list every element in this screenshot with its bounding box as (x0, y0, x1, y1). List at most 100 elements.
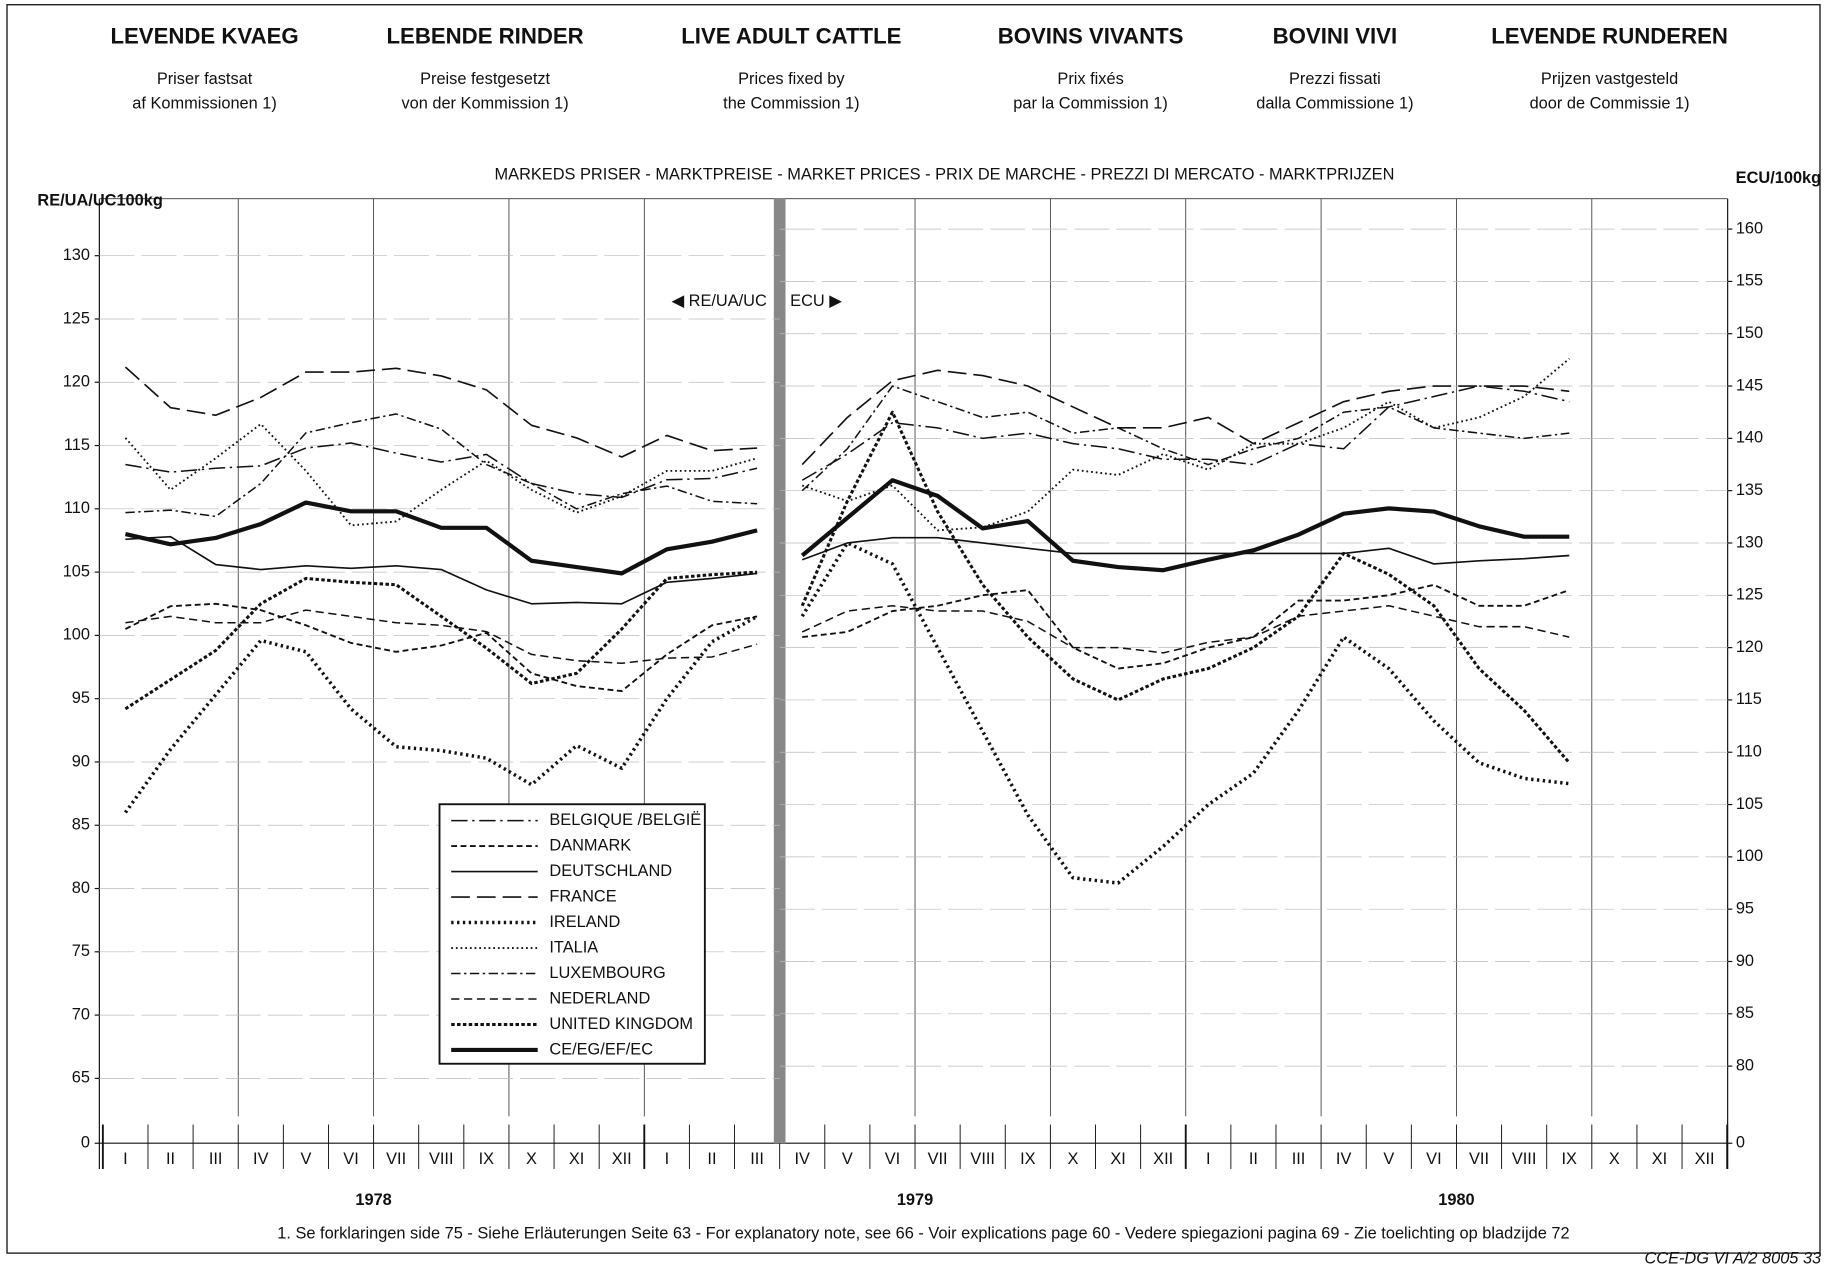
header-title: BOVINI VIVI (1273, 23, 1398, 48)
x-tick-label: IV (1336, 1150, 1352, 1168)
y2-tick-label: 85 (1736, 1004, 1754, 1022)
y-tick-label: 85 (72, 816, 90, 834)
x-tick-label: V (300, 1150, 311, 1168)
year-label: 1979 (897, 1191, 933, 1209)
x-tick-label: VII (928, 1150, 948, 1168)
legend-label: DANMARK (549, 836, 631, 854)
header-subtitle: par la Commission 1) (1013, 94, 1168, 112)
x-tick-label: XI (1110, 1150, 1125, 1168)
series-line (124, 423, 758, 527)
y-tick-label: 75 (72, 942, 90, 960)
legend-label: FRANCE (549, 887, 616, 905)
x-tick-label: V (1383, 1150, 1394, 1168)
header-title: LEVENDE RUNDEREN (1491, 23, 1728, 48)
x-tick-label: III (1292, 1150, 1306, 1168)
x-tick-label: II (1249, 1150, 1258, 1168)
y2-tick-label: 110 (1736, 743, 1762, 761)
series-line (124, 570, 758, 711)
x-tick-label: VI (343, 1150, 358, 1168)
legend-label: BELGIQUE /BELGIË (549, 811, 701, 829)
y-tick-label: 0 (81, 1134, 90, 1152)
x-tick-label: VI (1426, 1150, 1441, 1168)
y-tick-label: 125 (63, 309, 90, 327)
y2-tick-label: 95 (1736, 900, 1754, 918)
y2-tick-label: 135 (1736, 481, 1763, 499)
header-title: BOVINS VIVANTS (998, 23, 1184, 48)
series-line (125, 609, 758, 665)
axis-note: ◀ RE/UA/UC (672, 292, 767, 310)
legend-label: CE/EG/EF/EC (549, 1040, 653, 1058)
series-line (800, 541, 1570, 885)
x-tick-label: II (707, 1150, 716, 1168)
series-line (800, 478, 1570, 573)
series-line (801, 536, 1570, 565)
header-subtitle: Prix fixés (1057, 70, 1123, 88)
axis-break (773, 198, 786, 1144)
y-tick-label: 110 (64, 499, 90, 517)
y-tick-label: 130 (63, 246, 90, 264)
x-tick-label: XII (1153, 1150, 1173, 1168)
header-title: LEVENDE KVAEG (110, 23, 298, 48)
x-tick-label: I (123, 1150, 128, 1168)
y2-tick-label: 160 (1736, 219, 1763, 237)
x-tick-label: I (1206, 1150, 1211, 1168)
header-subtitle: dalla Commissione 1) (1256, 94, 1413, 112)
y-tick-label: 80 (72, 879, 90, 897)
x-tick-label: IX (479, 1150, 495, 1168)
series-line (125, 413, 758, 518)
footnote: 1. Se forklaringen side 75 - Siehe Erläu… (277, 1225, 1569, 1243)
legend-label: LUXEMBOURG (549, 964, 665, 982)
header-subtitle: Preise festgesetzt (420, 70, 550, 88)
series-line (125, 535, 758, 605)
series-line (125, 602, 758, 693)
x-tick-label: XI (569, 1150, 584, 1168)
header-title: LIVE ADULT CATTLE (681, 23, 901, 48)
x-tick-label: III (209, 1150, 223, 1168)
y-tick-label: 95 (72, 689, 90, 707)
y2-tick-label: 140 (1736, 429, 1763, 447)
y-tick-label: 0 (1736, 1134, 1745, 1152)
year-label: 1978 (355, 1191, 391, 1209)
y2-tick-label: 120 (1736, 638, 1763, 656)
frame (6, 4, 1821, 1254)
series-line (124, 366, 758, 458)
y2-tick-label: 100 (1736, 847, 1763, 865)
x-tick-label: V (842, 1150, 853, 1168)
x-tick-label: X (1609, 1150, 1620, 1168)
y-tick-label: 90 (72, 752, 90, 770)
series-line (802, 583, 1570, 670)
x-tick-label: XII (1695, 1150, 1715, 1168)
x-tick-label: III (750, 1150, 764, 1168)
y2-tick-label: 115 (1736, 690, 1762, 708)
header-subtitle: door de Commissie 1) (1530, 94, 1690, 112)
legend-label: NEDERLAND (549, 989, 650, 1007)
y-tick-label: 120 (63, 373, 90, 391)
x-tick-label: IV (794, 1150, 810, 1168)
header-title: LEBENDE RINDER (386, 23, 583, 48)
y-axis-title: RE/UA/UC100kg (37, 191, 162, 209)
y-tick-label: 115 (64, 436, 90, 454)
series-line (801, 369, 1570, 466)
x-tick-label: IV (253, 1150, 269, 1168)
legend-box (438, 803, 706, 1065)
x-tick-label: IX (1020, 1150, 1036, 1168)
series-line (124, 500, 758, 576)
y2-tick-label: 150 (1736, 324, 1763, 342)
y-tick-label: 65 (72, 1069, 90, 1087)
series-line (125, 442, 758, 499)
y2-tick-label: 155 (1736, 272, 1763, 290)
axis-note: ECU ▶ (790, 292, 842, 310)
y2-axis-title: ECU/100kg (1736, 169, 1821, 187)
series-line (801, 605, 1570, 654)
legend-label: DEUTSCHLAND (549, 862, 672, 880)
x-tick-label: VII (386, 1150, 406, 1168)
legend-label: ITALIA (549, 938, 598, 956)
y-tick-label: 100 (63, 626, 90, 644)
y2-tick-label: 90 (1736, 952, 1754, 970)
y2-tick-label: 130 (1736, 533, 1763, 551)
x-tick-label: X (526, 1150, 537, 1168)
banner: MARKEDS PRISER - MARKTPREISE - MARKET PR… (495, 166, 1395, 184)
code: CCE-DG VI A/2 8005 33 (1644, 1249, 1821, 1266)
x-tick-label: X (1067, 1150, 1078, 1168)
